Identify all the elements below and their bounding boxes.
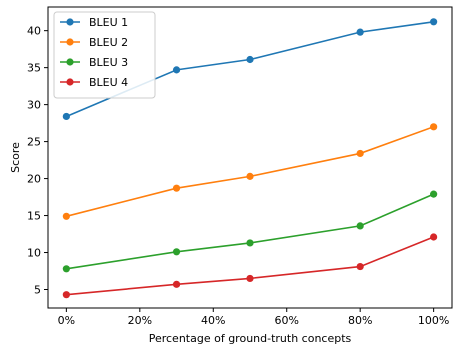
x-tick-label: 100% bbox=[418, 314, 449, 327]
y-tick-label: 5 bbox=[34, 284, 41, 297]
data-point bbox=[246, 239, 254, 247]
legend-item: BLEU 4 bbox=[60, 76, 128, 89]
legend-item: BLEU 2 bbox=[60, 36, 128, 49]
y-tick-label: 35 bbox=[27, 62, 41, 75]
legend-label: BLEU 1 bbox=[89, 16, 128, 29]
data-point bbox=[172, 280, 181, 288]
legend-item: BLEU 3 bbox=[60, 56, 128, 69]
legend-box bbox=[53, 11, 156, 99]
legend-label: BLEU 4 bbox=[89, 76, 128, 89]
series-line bbox=[66, 126, 434, 218]
x-tick-label: 40% bbox=[201, 314, 225, 327]
legend-marker bbox=[66, 18, 74, 26]
series-layer bbox=[62, 18, 438, 299]
legend: BLEU 1 BLEU 2 BLEU 3 BLEU 4 bbox=[53, 11, 156, 99]
y-tick-label: 10 bbox=[27, 247, 41, 260]
legend-label: BLEU 2 bbox=[89, 36, 128, 49]
legend-label: BLEU 3 bbox=[89, 56, 128, 69]
legend-item: BLEU 1 bbox=[60, 16, 128, 29]
data-point bbox=[62, 265, 70, 273]
x-tick-label: 60% bbox=[275, 314, 299, 327]
data-point bbox=[62, 112, 70, 121]
data-point bbox=[62, 291, 70, 299]
data-point bbox=[246, 55, 254, 64]
data-point bbox=[356, 222, 364, 230]
y-axis: 5 10 15 20 25 30 35 40 bbox=[27, 25, 48, 297]
series-2 bbox=[62, 123, 438, 220]
y-tick-label: 25 bbox=[27, 136, 41, 149]
legend-marker bbox=[66, 78, 74, 86]
data-point bbox=[430, 123, 438, 131]
series-4 bbox=[62, 233, 438, 299]
plot-frame bbox=[47, 6, 453, 309]
data-point bbox=[246, 172, 254, 180]
y-tick-label: 30 bbox=[27, 99, 41, 112]
x-tick-label: 80% bbox=[348, 314, 372, 327]
data-point bbox=[430, 18, 438, 26]
data-point bbox=[246, 274, 254, 283]
data-point bbox=[172, 248, 181, 256]
data-point bbox=[430, 233, 438, 241]
series-3 bbox=[62, 190, 438, 273]
data-point bbox=[172, 66, 181, 74]
data-point bbox=[172, 184, 181, 192]
x-tick-label: 20% bbox=[128, 314, 152, 327]
x-axis: 0% 20% 40% 60% 80% 100% bbox=[58, 308, 449, 327]
series-line bbox=[66, 193, 434, 270]
x-axis-title: Percentage of ground-truth concepts bbox=[149, 332, 352, 345]
data-point bbox=[62, 212, 70, 220]
y-tick-label: 15 bbox=[27, 210, 41, 223]
y-tick-label: 20 bbox=[27, 173, 41, 186]
legend-marker bbox=[66, 38, 74, 46]
legend-marker bbox=[66, 58, 74, 66]
x-tick-label: 0% bbox=[58, 314, 75, 327]
data-point bbox=[356, 149, 364, 158]
data-point bbox=[356, 28, 364, 36]
data-point bbox=[356, 262, 364, 271]
y-tick-label: 40 bbox=[27, 25, 41, 38]
data-point bbox=[430, 190, 438, 198]
y-axis-title: Score bbox=[9, 142, 22, 173]
